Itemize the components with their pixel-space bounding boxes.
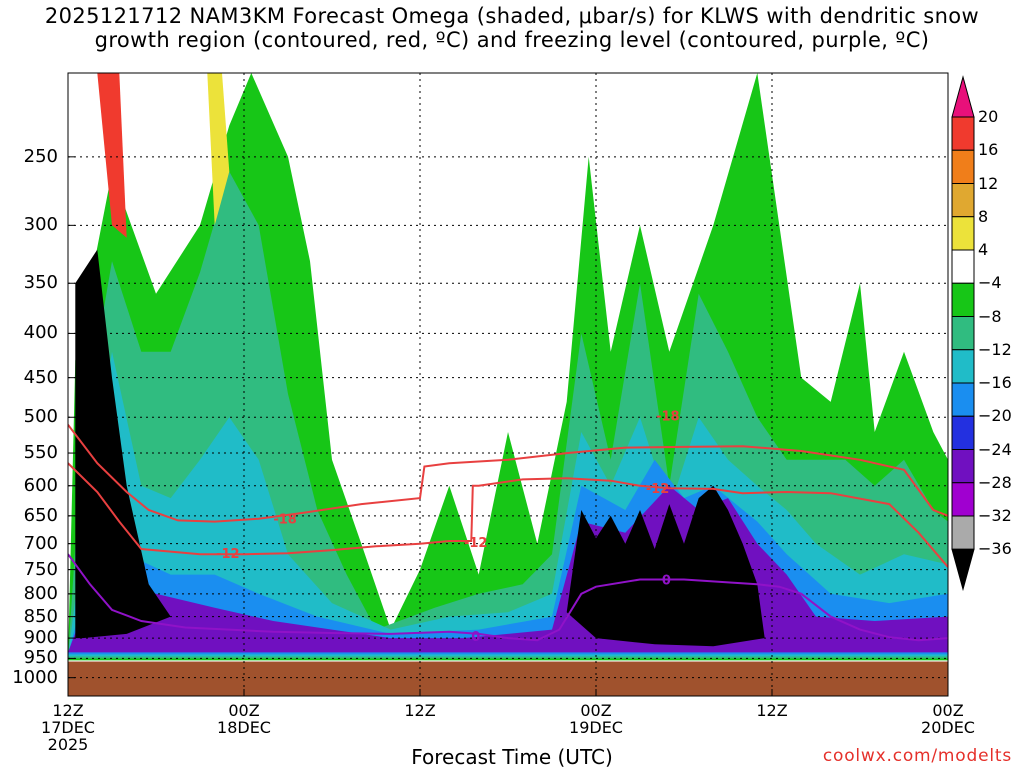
colorbar-bottom-arrow: [951, 548, 975, 592]
x-tick-label-line: 20DEC: [921, 718, 975, 737]
contour-line--18: [68, 424, 948, 523]
y-tick-label-250: 250: [23, 145, 58, 167]
colorbar-label: −28: [978, 472, 1012, 492]
colorbar-swatch-11: [951, 449, 975, 484]
x-tick-label-2: 12Z: [375, 702, 465, 719]
colorbar-swatch-9: [951, 382, 975, 417]
colorbar-swatch-3: [951, 183, 975, 218]
y-tick-label-300: 300: [23, 214, 58, 236]
omega-shading: [68, 73, 948, 661]
colorbar-swatch-10: [951, 415, 975, 450]
omega-shade-region-5: [75, 249, 171, 639]
y-tick-label-950: 950: [23, 647, 58, 669]
x-tick-label-1: 00Z 18DEC: [199, 702, 289, 736]
y-tick-label-650: 650: [23, 504, 58, 526]
colorbar-swatch-5: [951, 249, 975, 284]
contour-label--12-1: -12: [464, 536, 488, 551]
x-tick-label-line: 19DEC: [569, 718, 623, 737]
contour-label--12-0: -12: [216, 547, 240, 562]
chart-title-line-1: 2025121712 NAM3KM Forecast Omega (shaded…: [44, 4, 980, 28]
colorbar-label: 20: [978, 107, 999, 126]
x-tick-label-5: 00Z 20DEC: [903, 702, 993, 736]
colorbar-swatch-6: [951, 282, 975, 317]
y-tick-label-850: 850: [23, 605, 58, 627]
colorbar-swatch-8: [951, 349, 975, 384]
colorbar-top-arrow: [951, 75, 975, 118]
colorbar-label: 8: [978, 206, 989, 226]
contour-label-0-1: 0: [662, 573, 671, 588]
contour-label--18-0: -18: [273, 513, 297, 528]
temperature-contours: -18 -18 -12 -12 -12 0 0: [68, 410, 948, 645]
chart-title-line-2: growth region (contoured, red, ºC) and f…: [94, 28, 930, 52]
x-tick-label-3: 00Z 19DEC: [551, 702, 641, 736]
colorbar-label: 12: [978, 173, 999, 193]
y-tick-label-350: 350: [23, 272, 58, 294]
omega-shade-region-6: [566, 485, 765, 647]
x-tick-label-line: 12Z: [404, 701, 436, 720]
colorbar-label: −16: [978, 373, 1012, 392]
x-tick-label-line: 17DEC: [41, 718, 95, 737]
x-tick-label-line: 18DEC: [217, 718, 271, 737]
y-tick-label-600: 600: [23, 474, 58, 496]
colorbar-swatch-12: [951, 482, 975, 517]
x-tick-label-line: 2025: [47, 735, 89, 754]
x-tick-label-line: 00Z: [580, 701, 612, 720]
x-tick-label-4: 12Z: [727, 702, 817, 719]
colorbar-label: −36: [978, 539, 1012, 559]
omega-shade-region-7: [207, 73, 230, 226]
colorbar: [951, 75, 975, 592]
colorbar-label: −24: [978, 439, 1012, 459]
plot-frame: [67, 72, 949, 697]
ground-fill: [68, 661, 948, 696]
x-tick-label-line: 12Z: [756, 701, 788, 720]
colorbar-label: 16: [978, 140, 999, 160]
y-tick-label-1000: 1000: [12, 666, 58, 688]
contour-label--12-2: -12: [646, 482, 670, 497]
colorbar-label: 4: [978, 240, 989, 259]
y-tick-label-700: 700: [23, 532, 58, 554]
colorbar-label: −12: [978, 339, 1012, 359]
y-tick-label-800: 800: [23, 582, 58, 604]
y-tick-label-400: 400: [23, 322, 58, 344]
colorbar-swatch-1: [951, 116, 975, 151]
y-tick-label-750: 750: [23, 558, 58, 580]
x-tick-label-line: 00Z: [932, 701, 964, 720]
colorbar-label: −20: [978, 406, 1012, 426]
colorbar-swatch-7: [951, 316, 975, 351]
colorbar-label: −32: [978, 506, 1012, 525]
colorbar-swatch-2: [951, 149, 975, 184]
contour-label--18-1: -18: [656, 410, 680, 425]
x-axis-label: Forecast Time (UTC): [411, 745, 613, 769]
plot-border: [67, 72, 949, 697]
contour-line-0: [68, 553, 948, 642]
colorbar-swatch-4: [951, 216, 975, 251]
y-tick-label-550: 550: [23, 442, 58, 464]
x-tick-label-line: 12Z: [52, 701, 84, 720]
colorbar-label: −4: [978, 273, 1002, 293]
colorbar-swatch-13: [951, 515, 975, 550]
colorbar-label: −8: [978, 306, 1002, 326]
x-tick-label-line: 00Z: [228, 701, 260, 720]
ground-band: [68, 661, 948, 696]
contour-label-0-0: 0: [471, 630, 480, 645]
contour-line--12: [68, 462, 948, 568]
omega-shade-region-8: [97, 73, 127, 238]
credit-link[interactable]: coolwx.com/modelts: [822, 746, 1012, 766]
y-tick-label-900: 900: [23, 627, 58, 649]
y-tick-label-450: 450: [23, 366, 58, 388]
y-tick-label-500: 500: [23, 406, 58, 428]
x-tick-label-0: 12Z 17DEC 2025: [23, 702, 113, 753]
